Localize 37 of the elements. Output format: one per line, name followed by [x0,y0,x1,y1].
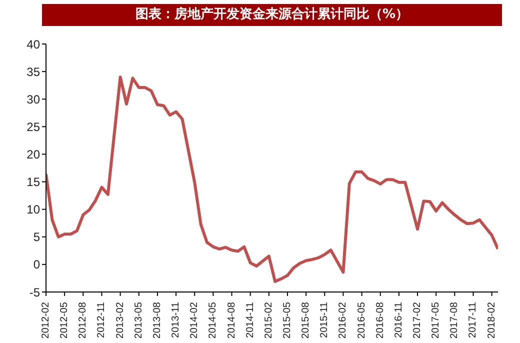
x-tick-label: 2016-08 [374,302,386,339]
y-tick-label: 10 [26,202,40,217]
x-tick-label: 2013-08 [152,302,163,339]
x-tick-label: 2015-05 [282,302,293,339]
chart-title: 图表：房地产开发资金来源合计累计同比（%） [42,4,502,26]
x-tick-label: 2014-05 [208,302,219,339]
y-tick-label: 40 [26,37,40,52]
x-tick-label: 2013-11 [170,302,182,338]
y-tick-label: 0 [33,258,40,272]
x-tick-label: 2016-02 [338,302,349,339]
x-tick-label: 2012-11 [96,302,108,338]
y-tick-label: 5 [33,230,40,244]
x-tick-label: 2017-05 [430,302,442,339]
x-tick-label: 2016-11 [393,302,404,338]
x-tick-label: 2017-08 [449,302,460,339]
x-tick-label: 2012-08 [78,302,89,339]
x-tick-label: 2013-05 [133,302,144,339]
y-tick-label: 25 [26,120,40,134]
y-tick-label: 20 [26,147,40,162]
y-tick-label: 15 [26,175,40,190]
x-tick-label: 2014-08 [226,302,238,339]
x-tick-label: 2014-02 [189,302,200,339]
x-tick-label: 2017-02 [412,302,424,339]
line-series [46,76,498,284]
y-tick-label: 30 [26,92,40,106]
x-tick-label: 2015-02 [263,302,274,339]
x-tick-label: 2013-02 [114,302,126,339]
x-tick-label: 2016-05 [356,302,368,339]
y-tick-label: -5 [29,285,40,300]
x-tick-label: 2017-11 [468,302,479,338]
x-tick-label: 2015-08 [300,302,312,339]
y-tick-label: 35 [26,64,40,79]
x-tick-label: 2015-11 [319,302,330,338]
x-tick-label: 2014-11 [244,302,256,338]
x-tick-label: 2012-02 [40,302,52,339]
x-tick-label: 2018-02 [486,302,498,339]
x-tick-label: 2012-05 [59,302,70,339]
